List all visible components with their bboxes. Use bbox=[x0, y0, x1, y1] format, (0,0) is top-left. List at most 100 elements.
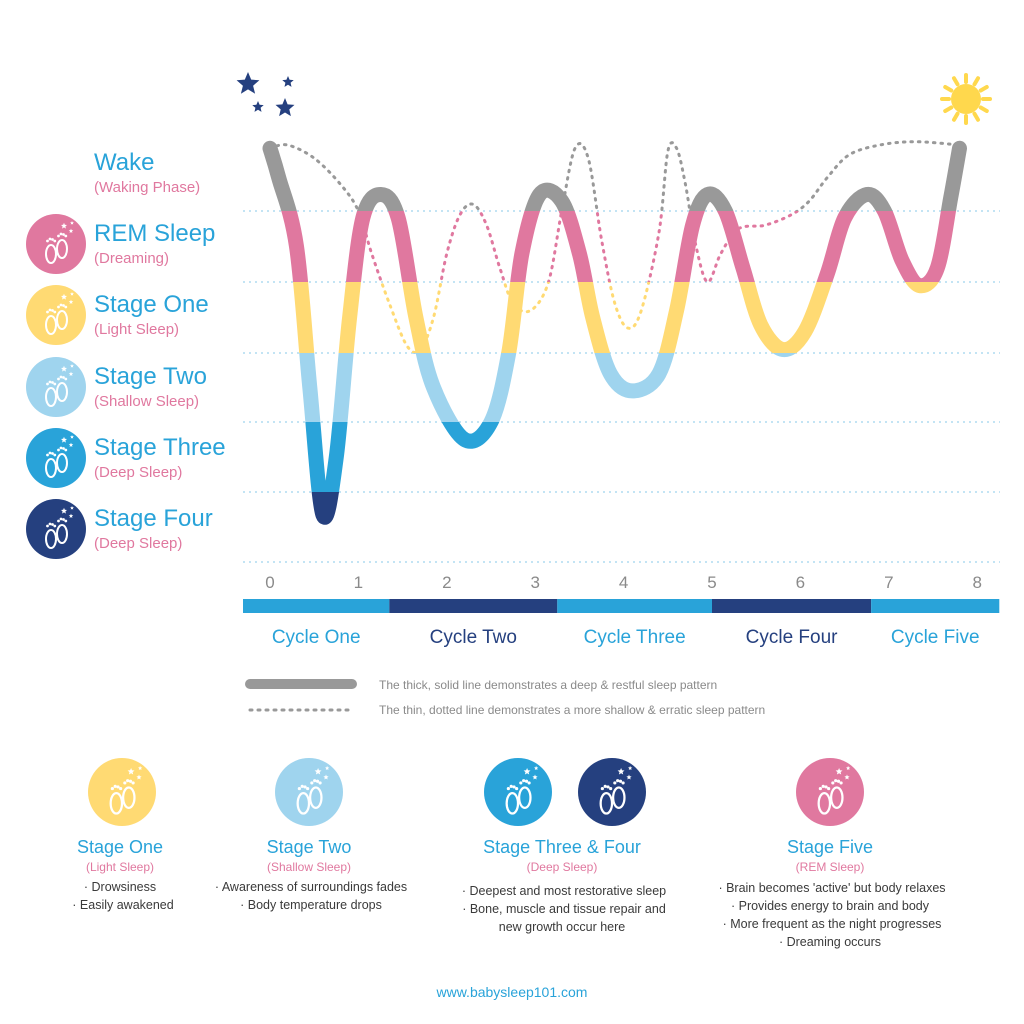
small-star bbox=[136, 774, 142, 780]
foot-toe bbox=[59, 375, 63, 379]
stage-two-footprints-icon bbox=[26, 357, 86, 417]
label-stage-four: Stage Four bbox=[94, 505, 213, 532]
foot-toe bbox=[515, 787, 519, 791]
foot-toe bbox=[51, 452, 54, 455]
foot-toe bbox=[53, 310, 57, 314]
label-stage-one: Stage One bbox=[94, 291, 209, 318]
x-tick-label: 6 bbox=[796, 573, 805, 592]
foot-toe bbox=[831, 781, 835, 785]
cycle-segment bbox=[712, 599, 872, 613]
foot-toe bbox=[48, 237, 52, 241]
label-rem: REM Sleep bbox=[94, 220, 215, 247]
small-star bbox=[61, 293, 67, 300]
foot-sole bbox=[45, 458, 57, 478]
foot-toe bbox=[62, 304, 65, 307]
foot-toe bbox=[131, 781, 135, 785]
foot-toe bbox=[818, 787, 822, 791]
foot-toe bbox=[48, 308, 52, 312]
foot-sole bbox=[122, 786, 136, 810]
small-star bbox=[325, 765, 330, 770]
sun-disc bbox=[951, 84, 981, 114]
card-subtitle: (REM Sleep) bbox=[796, 860, 865, 874]
small-star bbox=[61, 222, 67, 229]
x-tick-label: 2 bbox=[442, 573, 451, 592]
rem-footprints-icon bbox=[26, 214, 86, 274]
foot-sole bbox=[296, 791, 311, 815]
solid-line-segment bbox=[262, 140, 967, 211]
label-stage-two: Stage Two bbox=[94, 363, 207, 390]
dotted-line-segment bbox=[268, 140, 961, 211]
foot-toe bbox=[46, 239, 49, 243]
legend-solid-text: The thick, solid line demonstrates a dee… bbox=[379, 678, 717, 692]
sun-ray bbox=[952, 76, 960, 87]
label-wake: Wake bbox=[94, 149, 154, 176]
foot-toe bbox=[59, 446, 63, 450]
x-tick-label: 3 bbox=[530, 573, 539, 592]
icon-circle bbox=[796, 758, 864, 826]
card-bullet: · Awareness of surroundings fades bbox=[215, 880, 407, 894]
foot-sole bbox=[505, 791, 520, 815]
icon-circle bbox=[578, 758, 646, 826]
foot-toe bbox=[57, 519, 60, 523]
stage-one-footprints-icon bbox=[26, 285, 86, 345]
stage-four-footprints-icon bbox=[578, 758, 646, 826]
foot-toe bbox=[62, 233, 65, 236]
foot-toe bbox=[46, 310, 49, 314]
stage-three-footprints-icon bbox=[484, 758, 552, 826]
small-star bbox=[617, 768, 625, 775]
stage-two-footprints-icon bbox=[275, 758, 343, 826]
foot-sole bbox=[517, 786, 532, 810]
foot-toe bbox=[59, 303, 63, 307]
foot-sole bbox=[45, 244, 57, 264]
x-tick-label: 5 bbox=[707, 573, 716, 592]
card-subtitle: (Light Sleep) bbox=[86, 860, 154, 874]
foot-toe bbox=[46, 453, 49, 457]
foot-toe bbox=[48, 380, 52, 384]
foot-toe bbox=[64, 519, 68, 523]
foot-toe bbox=[836, 779, 841, 783]
foot-toe bbox=[297, 787, 301, 791]
small-star bbox=[534, 765, 539, 770]
small-star bbox=[68, 228, 74, 233]
small-star bbox=[70, 435, 74, 439]
foot-toe bbox=[51, 381, 54, 384]
icon-circle bbox=[275, 758, 343, 826]
foot-toe bbox=[618, 779, 623, 783]
foot-sole bbox=[45, 387, 57, 407]
dotted-line-segment bbox=[379, 282, 711, 353]
card-stage-one: Stage One (Light Sleep) · Drowsiness · E… bbox=[72, 758, 174, 912]
small-star bbox=[127, 768, 135, 775]
foot-sole bbox=[56, 310, 68, 330]
star-icon bbox=[236, 72, 260, 94]
foot-toe bbox=[310, 781, 314, 785]
sublabel-stage-one: (Light Sleep) bbox=[94, 321, 179, 338]
foot-toe bbox=[821, 784, 825, 788]
icon-circle bbox=[88, 758, 156, 826]
icon-circle bbox=[26, 285, 86, 345]
sun-ray bbox=[943, 105, 954, 113]
gridlines bbox=[243, 210, 1000, 563]
foot-toe bbox=[64, 305, 68, 309]
sublabel-stage-four: (Deep Sleep) bbox=[94, 535, 182, 552]
stage-one-footprints-icon bbox=[88, 758, 156, 826]
small-star bbox=[628, 765, 633, 770]
legend-dotted-text: The thin, dotted line demonstrates a mor… bbox=[379, 703, 765, 717]
foot-toe bbox=[59, 232, 63, 236]
foot-sole bbox=[829, 786, 844, 810]
foot-sole bbox=[56, 239, 68, 259]
solid-line-segment bbox=[299, 353, 797, 422]
foot-toe bbox=[51, 238, 54, 241]
foot-sole bbox=[45, 529, 57, 549]
card-bullet: · Dreaming occurs bbox=[779, 935, 881, 949]
card-subtitle: (Deep Sleep) bbox=[527, 860, 598, 874]
website-link[interactable]: www.babysleep101.com bbox=[436, 984, 588, 1000]
cycle-label: Cycle Two bbox=[430, 627, 517, 648]
x-tick-label: 0 bbox=[265, 573, 274, 592]
icon-circle bbox=[484, 758, 552, 826]
foot-toe bbox=[110, 787, 114, 791]
card-bullet: · More frequent as the night progresses bbox=[723, 917, 942, 931]
foot-toe bbox=[64, 234, 68, 238]
foot-toe bbox=[128, 779, 133, 783]
foot-sole bbox=[109, 791, 124, 815]
foot-toe bbox=[300, 784, 304, 788]
